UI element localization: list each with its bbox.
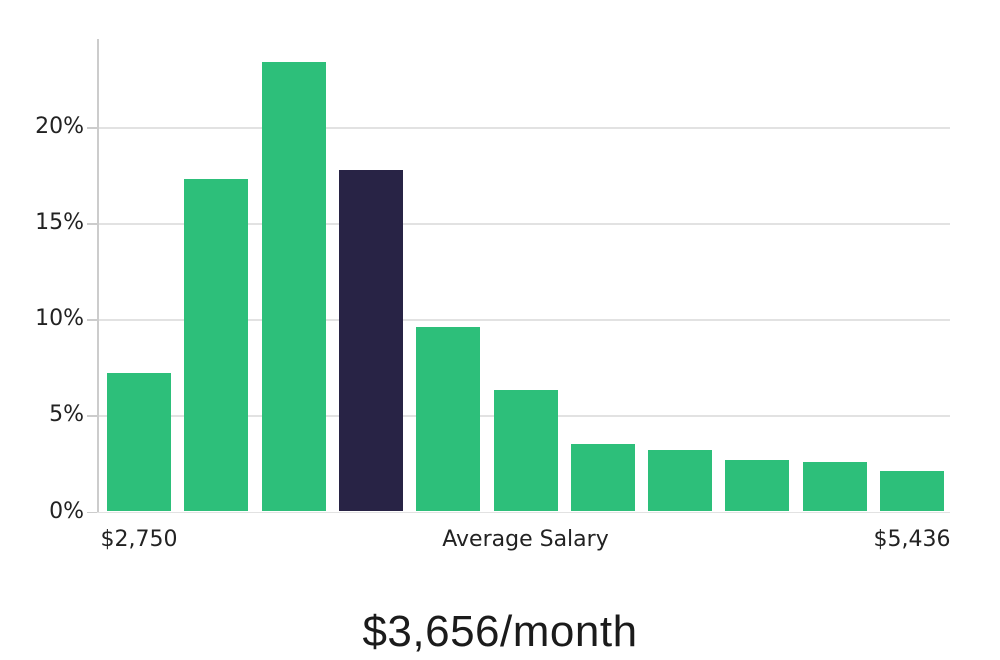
histogram-bar: [184, 179, 249, 512]
gridline-0%: [97, 511, 950, 513]
histogram-bar: [107, 373, 171, 512]
y-tick-label: 20%: [35, 114, 84, 140]
x-tick-label: Average Salary: [442, 527, 609, 552]
y-axis-line: [97, 39, 99, 512]
histogram-bar: [725, 459, 790, 512]
y-tick-label: 0%: [49, 498, 84, 524]
y-tick-label: 10%: [35, 306, 84, 332]
gridline-10%: [97, 319, 950, 321]
histogram-bar: [880, 471, 944, 512]
average-salary-title: $3,656/month: [362, 607, 638, 656]
y-axis-tick: [87, 127, 97, 129]
histogram-bar: [261, 62, 326, 512]
histogram-bar: [416, 327, 481, 512]
y-tick-label: 5%: [49, 402, 84, 428]
y-axis-tick: [87, 415, 97, 417]
x-tick-label: $5,436: [873, 527, 951, 552]
histogram-bar: [802, 461, 867, 512]
average-salary-bar: [338, 169, 403, 512]
histogram-bar: [493, 390, 558, 512]
y-tick-label: 15%: [35, 210, 84, 236]
y-axis-tick: [87, 319, 97, 321]
y-axis-tick: [87, 223, 97, 225]
x-tick-label: $2,750: [100, 527, 178, 552]
y-axis-tick: [87, 511, 97, 513]
gridline-20%: [97, 127, 950, 129]
histogram-bar: [648, 450, 713, 512]
gridline-15%: [97, 223, 950, 225]
histogram-bar: [570, 444, 635, 512]
